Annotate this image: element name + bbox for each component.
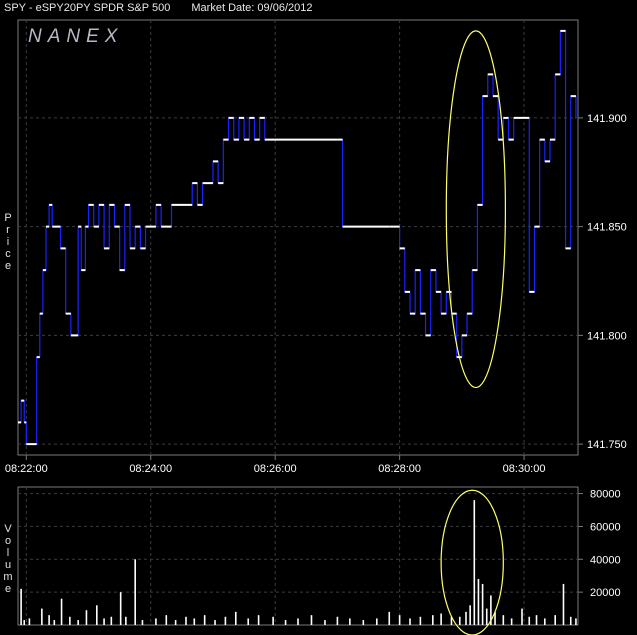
volume-bar <box>510 618 513 625</box>
volume-bar <box>203 615 206 625</box>
volume-bar <box>450 616 453 625</box>
volume-bar <box>485 608 488 625</box>
volume-bar <box>103 618 105 625</box>
volume-bar <box>544 618 546 625</box>
volume-bar <box>310 615 313 625</box>
volume-tick-label: 40000 <box>590 554 621 566</box>
volume-bar <box>69 616 71 625</box>
volume-bar <box>85 610 88 625</box>
volume-bar <box>224 616 227 625</box>
price-panel: NANEX 141.750 141.800 141.850 141.900 08:22:0… <box>5 19 627 475</box>
volume-bar <box>388 611 391 625</box>
volume-tick-label: 60000 <box>590 521 621 533</box>
volume-bar <box>96 605 98 625</box>
chart-header: SPY - eSPY20PY SPDR S&P 500 Market Date:… <box>4 2 330 18</box>
volume-bar <box>521 608 523 625</box>
volume-bar <box>469 605 471 625</box>
volume-bar <box>41 608 43 625</box>
nanex-watermark: NANEX <box>28 26 123 47</box>
volume-bar <box>349 618 351 625</box>
price-plot-frame <box>17 19 579 456</box>
volume-bar <box>257 615 260 625</box>
volume-bar <box>575 618 577 625</box>
volume-bar <box>398 615 401 625</box>
volume-bar <box>193 618 196 625</box>
volume-bar <box>272 616 274 625</box>
volume-bar <box>185 616 187 625</box>
volume-bar <box>473 500 476 625</box>
volume-bar <box>481 583 484 625</box>
time-tick-label: 08:22:00 <box>5 463 48 475</box>
volume-bar <box>502 615 505 625</box>
market-date: Market Date: 09/06/2012 <box>191 2 313 14</box>
volume-bar <box>465 611 467 625</box>
volume-bar <box>458 616 461 625</box>
volume-bar <box>53 620 56 625</box>
price-tick-label: 141.750 <box>587 439 627 451</box>
volume-bar <box>490 595 492 625</box>
price-highlight-ellipse <box>445 30 507 389</box>
volume-bar <box>477 579 480 625</box>
volume-bar <box>562 583 565 625</box>
volume-bar <box>110 616 113 625</box>
volume-bar <box>28 618 31 625</box>
volume-bar <box>494 611 496 625</box>
time-tick-label: 08:24:00 <box>129 463 172 475</box>
price-tick-label: 141.900 <box>587 113 627 125</box>
volume-bar <box>324 620 326 625</box>
time-tick-label: 08:26:00 <box>254 463 297 475</box>
volume-bar <box>440 613 442 625</box>
volume-bar <box>214 620 216 625</box>
volume-tick-label: 80000 <box>590 489 621 501</box>
volume-bar <box>432 615 434 625</box>
volume-bar <box>247 618 250 625</box>
volume-bar <box>234 611 237 625</box>
volume-bar <box>77 620 79 625</box>
volume-bar <box>155 618 157 625</box>
volume-bar <box>409 618 411 625</box>
price-tick-label: 141.850 <box>587 222 627 234</box>
volume-highlight-ellipse <box>440 489 504 635</box>
symbol-title: SPY - eSPY20PY SPDR S&P 500 <box>4 2 171 14</box>
volume-panel: 20000 40000 60000 80000 <box>17 486 621 635</box>
volume-tick-label: 20000 <box>590 587 621 599</box>
volume-bar <box>134 559 136 625</box>
volume-bar <box>569 616 572 625</box>
volume-bar <box>125 616 127 625</box>
volume-bar <box>141 620 144 625</box>
volume-bar <box>362 620 365 625</box>
volume-bar <box>119 592 122 625</box>
volume-bar <box>297 618 299 625</box>
volume-bar <box>535 615 538 625</box>
volume-bar <box>336 616 339 625</box>
price-tick-label: 141.800 <box>587 330 627 342</box>
volume-bar <box>48 615 50 625</box>
volume-plot-frame <box>17 486 579 626</box>
volume-bar <box>419 616 422 625</box>
volume-bar <box>174 620 177 625</box>
volume-bar <box>528 616 531 625</box>
volume-bar <box>376 618 378 625</box>
time-tick-label: 08:28:00 <box>378 463 421 475</box>
volume-bar <box>284 620 287 625</box>
volume-bar <box>20 588 22 625</box>
time-tick-label: 08:30:00 <box>503 463 546 475</box>
volume-bar <box>554 615 556 625</box>
volume-bar <box>23 620 26 625</box>
volume-bar <box>165 615 168 625</box>
volume-bar <box>60 598 63 625</box>
